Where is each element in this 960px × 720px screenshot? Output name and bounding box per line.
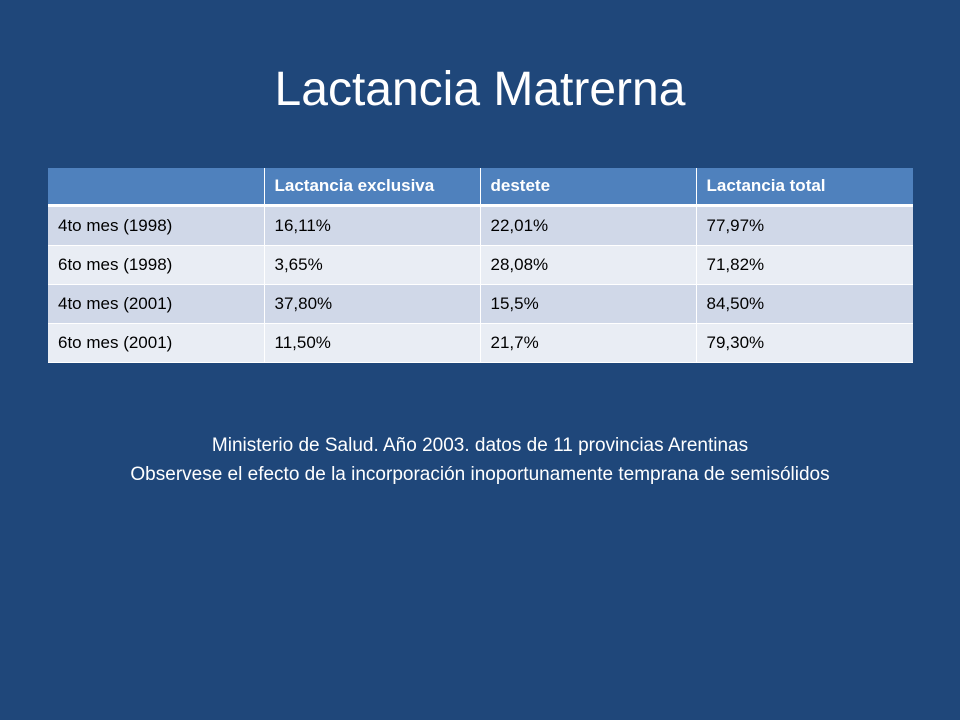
table-cell: 22,01%: [480, 205, 697, 246]
source-note-line: Ministerio de Salud. Año 2003. datos de …: [211, 435, 749, 456]
source-notes: Ministerio de Salud. Año 2003. datos de …: [0, 431, 960, 489]
observation-note-line: Observese el efecto de la incorporación …: [130, 464, 830, 485]
table-cell: 79,30%: [696, 323, 913, 363]
row-label-cell: 6to mes (2001): [48, 323, 265, 363]
table-cell: 77,97%: [696, 205, 913, 246]
table-row: 6to mes (1998) 3,65% 28,08% 71,82%: [48, 245, 913, 285]
table-row: 4to mes (2001) 37,80% 15,5% 84,50%: [48, 284, 913, 324]
table-cell: 37,80%: [264, 284, 481, 324]
table-cell: 71,82%: [696, 245, 913, 285]
row-label-cell: 4to mes (2001): [48, 284, 265, 324]
header-cell-lactancia-exclusiva: Lactancia exclusiva: [264, 168, 481, 207]
table-row: 4to mes (1998) 16,11% 22,01% 77,97%: [48, 205, 913, 246]
table-cell: 16,11%: [264, 205, 481, 246]
header-cell-lactancia-total: Lactancia total: [696, 168, 913, 207]
table-cell: 11,50%: [264, 323, 481, 363]
row-label-cell: 4to mes (1998): [48, 205, 265, 246]
table-cell: 28,08%: [480, 245, 697, 285]
header-cell-destete: destete: [480, 168, 697, 207]
slide-title: Lactancia Matrerna: [274, 63, 686, 116]
table-cell: 15,5%: [480, 284, 697, 324]
table-cell: 3,65%: [264, 245, 481, 285]
table-cell: 21,7%: [480, 323, 697, 363]
row-label-cell: 6to mes (1998): [48, 245, 265, 285]
data-table: Lactancia exclusiva destete Lactancia to…: [48, 168, 913, 363]
table-header-row: Lactancia exclusiva destete Lactancia to…: [48, 168, 913, 207]
header-cell-empty: [48, 168, 265, 207]
table-row: 6to mes (2001) 11,50% 21,7% 79,30%: [48, 323, 913, 363]
table-cell: 84,50%: [696, 284, 913, 324]
